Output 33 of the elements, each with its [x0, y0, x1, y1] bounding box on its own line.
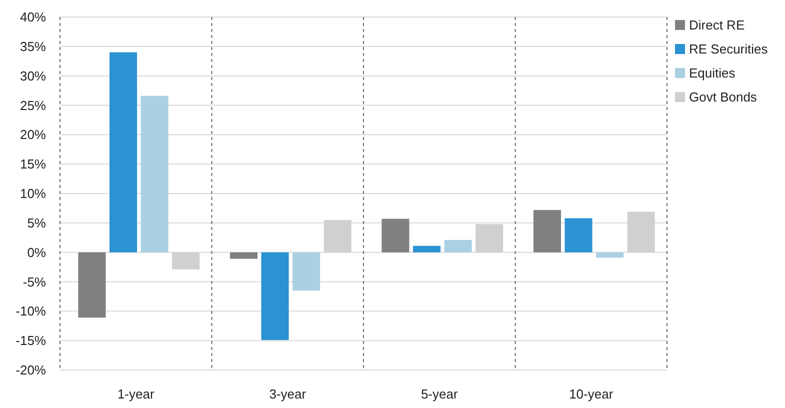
y-tick-label: 15% — [20, 156, 46, 172]
y-tick-label: -20% — [16, 362, 46, 378]
y-tick-label: 0% — [27, 244, 46, 260]
bar — [230, 252, 258, 259]
legend-label: RE Securities — [689, 42, 768, 57]
bar — [140, 96, 168, 252]
y-tick-label: -10% — [16, 304, 46, 319]
bar — [292, 252, 320, 291]
x-tick-label: 3-year — [269, 386, 307, 402]
x-tick-label: 1-year — [117, 386, 155, 402]
bar — [413, 246, 441, 252]
y-tick-label: 40% — [20, 10, 46, 25]
bar — [110, 52, 138, 252]
legend-label: Govt Bonds — [689, 90, 758, 105]
bar — [533, 210, 561, 252]
x-tick-label: 10-year — [569, 386, 614, 402]
y-tick-label: 20% — [20, 127, 46, 142]
bar — [78, 252, 106, 318]
y-tick-label: -5% — [22, 274, 46, 290]
y-tick-label: 25% — [20, 98, 46, 113]
bar — [564, 218, 592, 252]
y-tick-label: 35% — [20, 38, 46, 54]
y-tick-label: 10% — [20, 186, 46, 202]
y-tick-label: -15% — [16, 333, 46, 348]
x-tick-label: 5-year — [420, 386, 458, 402]
bar — [261, 252, 289, 340]
bar — [596, 252, 624, 258]
y-tick-label: 30% — [20, 68, 46, 84]
bar — [444, 240, 472, 252]
y-tick-label: 5% — [27, 215, 46, 230]
bar — [382, 218, 410, 252]
legend-label: Direct RE — [689, 18, 745, 33]
legend-label: Equities — [689, 66, 736, 81]
